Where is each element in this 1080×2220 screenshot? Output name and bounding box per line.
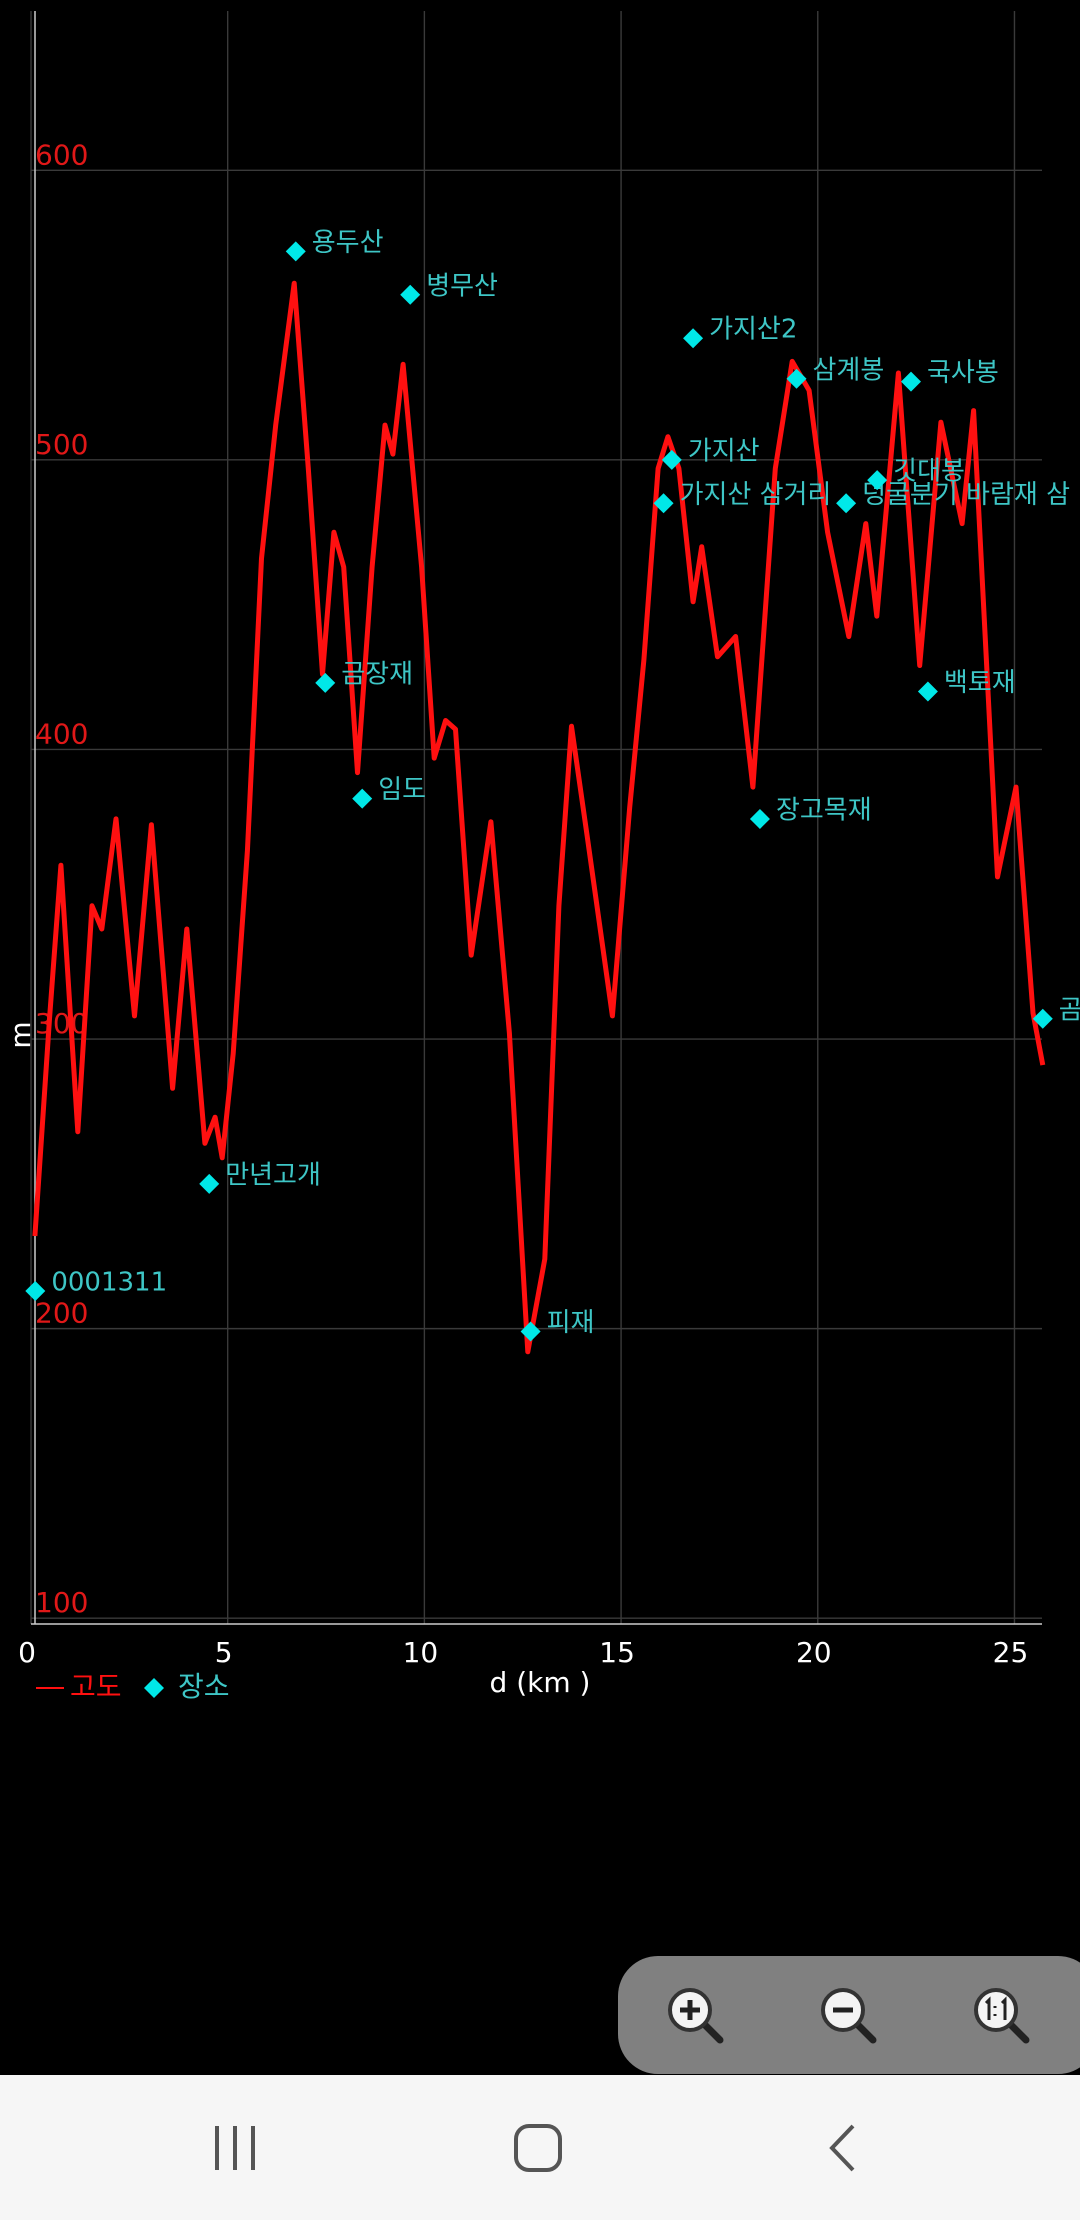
navigation-bar: [0, 2075, 1080, 2220]
place-label: 국사봉: [927, 358, 999, 388]
nav-background: [0, 2075, 1080, 2220]
y-tick-label: 200: [35, 1297, 88, 1330]
place-marker: [867, 470, 888, 491]
x-tick-label: 10: [403, 1636, 439, 1669]
place-marker: [1032, 1008, 1053, 1029]
place-label: 임도: [378, 775, 426, 805]
x-tick-label: 20: [796, 1636, 832, 1669]
place-marker: [315, 672, 336, 693]
place-marker: [749, 808, 770, 829]
place-marker: [400, 284, 421, 305]
x-axis-label: d (km ): [490, 1666, 591, 1699]
place-marker: [653, 493, 674, 514]
place-marker: [520, 1321, 541, 1342]
x-tick-label: 0: [18, 1636, 36, 1669]
zoom-out-button[interactable]: [821, 1988, 877, 2044]
elevation-line: [32, 280, 1046, 1355]
x-tick-label: 15: [599, 1636, 635, 1669]
place-marker: [25, 1280, 46, 1301]
place-label: 가지산2: [709, 315, 797, 345]
place-label: 병무산: [426, 271, 498, 301]
y-tick-label: 300: [35, 1007, 88, 1040]
place-marker: [661, 449, 682, 470]
zoom-reset-button[interactable]: [974, 1988, 1030, 2044]
x-tick-label: 5: [215, 1636, 233, 1669]
place-label: 삼계봉: [813, 355, 885, 385]
place-label: 용두산: [312, 228, 384, 258]
plot: 100 200 300 400 500 600 0 5 10 15 20 25 0001311 만년고개 용…: [18, 11, 1080, 1669]
recent-apps-button[interactable]: [200, 2110, 270, 2186]
place-label: 가지산 삼거리: [680, 480, 832, 510]
place-label: 가지산: [688, 436, 760, 466]
y-tick-label: 500: [35, 428, 88, 461]
home-button[interactable]: [514, 2124, 562, 2172]
y-tick-label: 600: [35, 138, 88, 171]
place-label: 금장재: [341, 659, 413, 689]
x-tick-label: 25: [993, 1636, 1029, 1669]
zoom-controls: [618, 1956, 1080, 2074]
place-label: 0001311: [51, 1267, 167, 1297]
place-label: 피재: [547, 1308, 595, 1338]
place-label: 백토재: [944, 668, 1016, 698]
place-marker: [683, 328, 704, 349]
place-marker: [917, 681, 938, 702]
place-marker: [786, 368, 807, 389]
place-marker: [285, 241, 306, 262]
place-label: 만년고개: [225, 1160, 321, 1190]
place-marker: [352, 788, 373, 809]
place-label: 덩굴분기 바람재 삼: [862, 480, 1070, 510]
place-label: 깃대봉: [893, 457, 965, 487]
legend-marker: [144, 1678, 164, 1698]
legend-label: 고도: [70, 1670, 122, 1703]
zoom-in-button[interactable]: [668, 1988, 724, 2044]
legend-label: 장소: [178, 1670, 230, 1703]
y-axis-label: m: [4, 1021, 37, 1048]
y-tick-label: 400: [35, 717, 88, 750]
place-marker: [901, 371, 922, 392]
place-label: 곰: [1059, 995, 1080, 1025]
y-tick-label: 100: [35, 1586, 88, 1619]
place-label: 장고목재: [776, 795, 872, 825]
back-button[interactable]: [829, 2124, 855, 2172]
place-marker: [836, 493, 857, 514]
place-marker: [199, 1173, 220, 1194]
